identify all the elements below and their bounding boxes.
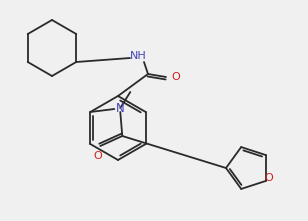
Text: O: O <box>265 173 273 183</box>
Text: NH: NH <box>130 51 146 61</box>
Text: O: O <box>93 151 102 161</box>
Text: O: O <box>171 72 180 82</box>
Text: N: N <box>116 101 125 114</box>
